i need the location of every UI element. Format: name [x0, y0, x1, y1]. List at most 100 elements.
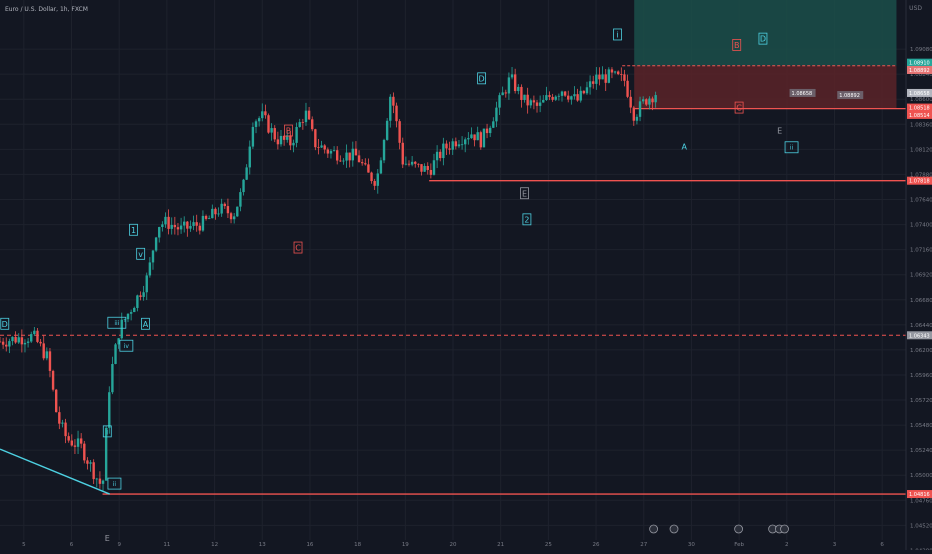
candle-body	[482, 128, 486, 148]
candle-body	[567, 95, 570, 100]
candle-body	[364, 163, 367, 165]
candle-body	[133, 307, 136, 313]
candle-body	[632, 107, 636, 121]
candle-body	[264, 111, 267, 116]
candle-body	[79, 438, 83, 444]
y-tick-label: 1.08120	[910, 147, 932, 153]
candle-body	[211, 208, 214, 219]
wave-label-box	[522, 213, 532, 226]
y-tick-label: 1.08600	[910, 97, 932, 103]
candle-body	[429, 169, 433, 175]
candle-body	[101, 480, 105, 484]
inner-price-box	[837, 91, 864, 100]
candle-body	[492, 121, 495, 128]
x-tick-label: 27	[640, 542, 647, 548]
candle-body	[651, 98, 654, 103]
candle-body	[654, 95, 657, 103]
candle-body	[648, 98, 651, 105]
wave-label-box	[107, 316, 127, 329]
candle-body	[229, 213, 233, 220]
candle-body	[126, 313, 130, 320]
wave-label: D	[479, 74, 485, 83]
y-tick-label: 1.04520	[910, 523, 932, 529]
candle-body	[207, 218, 211, 219]
candle-body	[379, 160, 383, 174]
candle-body	[304, 110, 308, 123]
y-tick-label: 1.07400	[910, 223, 932, 229]
x-tick-label: 3	[833, 542, 837, 548]
candle-body	[5, 344, 8, 347]
candle-body	[414, 161, 417, 164]
price-tag	[907, 110, 932, 119]
candle-body	[351, 148, 355, 161]
x-tick-label: 26	[593, 542, 600, 548]
candle-body	[54, 389, 58, 413]
candle-body	[58, 412, 61, 424]
candle-body	[576, 94, 579, 101]
y-tick-label: 1.05960	[910, 373, 932, 379]
candle-body	[270, 128, 273, 133]
wave-label: A	[682, 142, 688, 151]
wave-label: v	[138, 250, 143, 259]
candle-body	[286, 135, 289, 140]
wave-label: 1	[131, 226, 136, 235]
x-tick-label: 20	[450, 542, 457, 548]
wave-label-box	[520, 187, 529, 200]
candle-body	[588, 81, 592, 88]
price-tag	[907, 88, 932, 97]
candle-body	[370, 172, 373, 182]
candle-body	[104, 427, 108, 481]
candle-body	[92, 462, 95, 480]
y-tick-label: 1.05000	[910, 473, 932, 479]
candle-body	[392, 96, 395, 106]
wave-label: 2	[524, 215, 529, 224]
candle-body	[145, 275, 148, 293]
y-tick-label: 1.08840	[910, 72, 932, 78]
wave-label-box	[0, 317, 10, 330]
candle-body	[404, 163, 408, 165]
candle-body	[417, 163, 420, 165]
y-tick-label: 1.05720	[910, 398, 932, 404]
price-tag-label: 1.06343	[909, 333, 930, 339]
candle-body	[89, 462, 92, 464]
candle-body	[267, 115, 270, 133]
candle-body	[560, 91, 564, 96]
candle-body	[595, 74, 598, 84]
candle-body	[495, 107, 498, 122]
candle-body	[192, 222, 195, 226]
candle-body	[236, 206, 239, 217]
candle-body	[423, 165, 426, 172]
candle-body	[613, 71, 617, 73]
candle-body	[217, 213, 220, 215]
wave-label-box	[758, 32, 768, 45]
y-tick-label: 1.06200	[910, 348, 932, 354]
candle-body	[339, 160, 342, 162]
candle-body	[523, 94, 526, 100]
candle-body	[323, 145, 326, 150]
candle-body	[251, 126, 255, 147]
candle-body	[183, 221, 186, 226]
candle-body	[385, 120, 389, 140]
wave-label: E	[105, 534, 110, 543]
wave-label-box	[734, 101, 744, 114]
candle-body	[326, 149, 330, 154]
candle-body	[638, 101, 642, 117]
candle-body	[464, 139, 467, 145]
candle-body	[579, 90, 582, 101]
candle-body	[108, 392, 111, 428]
candle-body	[1, 341, 5, 345]
candle-body	[158, 227, 161, 238]
candle-body	[76, 438, 80, 447]
candle-body	[501, 92, 504, 96]
candle-body	[342, 160, 345, 162]
candle-body	[176, 227, 180, 230]
event-icon	[734, 524, 744, 534]
y-tick-label: 1.07640	[910, 197, 932, 203]
candle-body	[357, 155, 361, 163]
wave-label: iii	[114, 320, 119, 327]
candle-body	[529, 100, 532, 106]
candle-body	[335, 150, 339, 161]
candle-body	[317, 147, 320, 149]
